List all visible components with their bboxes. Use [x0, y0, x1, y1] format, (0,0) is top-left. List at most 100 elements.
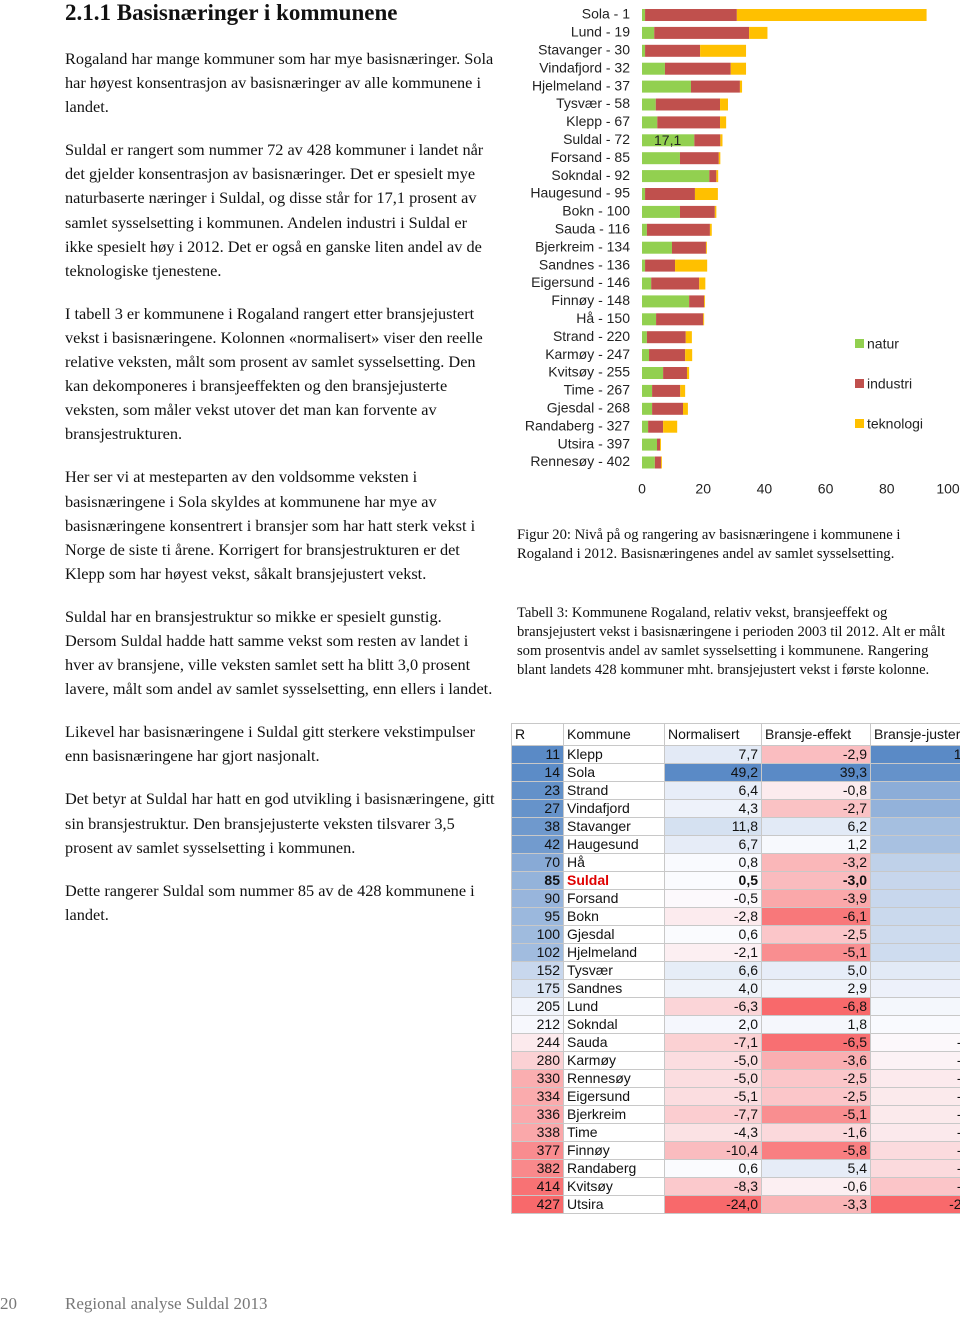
value-cell: -3,0	[761, 871, 871, 890]
municipality-cell: Klepp	[563, 745, 665, 764]
value-cell: 5,5	[870, 835, 960, 854]
bar-segment	[642, 170, 710, 183]
bar-segment	[660, 438, 661, 451]
bar-segment	[642, 9, 646, 21]
value-cell: 334	[511, 1087, 564, 1106]
value-cell: 336	[511, 1105, 564, 1124]
bar-segment	[705, 241, 707, 254]
value-cell: -2,5	[870, 1069, 960, 1088]
paragraph: I tabell 3 er kommunene i Rogaland range…	[65, 303, 483, 444]
y-tick-label: Tysvær - 58	[556, 95, 630, 111]
value-cell: 6,9	[870, 799, 960, 818]
value-cell: 3,1	[870, 925, 960, 944]
value-cell: -2,5	[761, 1069, 871, 1088]
value-cell: -2,1	[664, 943, 762, 962]
value-cell: 5,7	[870, 817, 960, 836]
value-cell: 7,7	[664, 745, 762, 764]
municipality-cell: Kvitsøy	[563, 1177, 665, 1196]
data-label: 17,1	[654, 132, 681, 148]
value-cell: -6,5	[761, 1033, 871, 1052]
municipality-cell: Haugesund	[563, 835, 665, 854]
bar-segment	[652, 402, 684, 415]
value-cell: 39,3	[761, 763, 871, 782]
bar-segment	[642, 62, 665, 75]
value-cell: -0,5	[664, 889, 762, 908]
x-tick-label: 20	[695, 481, 711, 497]
bar-segment	[648, 420, 664, 433]
legend-swatch	[855, 339, 864, 348]
municipality-cell: Suldal	[563, 871, 665, 890]
bar-segment	[654, 26, 750, 39]
value-cell: -0,5	[870, 1033, 960, 1052]
value-cell: 6,6	[664, 961, 762, 980]
value-cell: -1,6	[761, 1123, 871, 1142]
bar-segment	[642, 98, 656, 111]
value-cell: -3,2	[761, 853, 871, 872]
y-tick-label: Haugesund - 95	[530, 185, 630, 201]
value-cell: 85	[511, 871, 564, 890]
value-cell: -7,7	[870, 1177, 960, 1196]
value-cell: 4,0	[664, 979, 762, 998]
value-cell: 4,3	[664, 799, 762, 818]
value-cell: -4,3	[664, 1123, 762, 1142]
value-cell: 0,6	[664, 925, 762, 944]
bar-segment	[685, 349, 693, 362]
bar-segment	[699, 277, 706, 290]
legend-label: teknologi	[867, 416, 923, 432]
legend-swatch	[855, 379, 864, 388]
paragraph: Suldal er rangert som nummer 72 av 428 k…	[65, 140, 484, 280]
y-tick-label: Hjelmeland - 37	[532, 77, 630, 93]
municipality-cell: Karmøy	[563, 1051, 665, 1070]
value-cell: 0,6	[664, 1159, 762, 1178]
value-cell: 100	[511, 925, 564, 944]
value-cell: -5,1	[761, 1105, 871, 1124]
value-cell: 0,5	[870, 997, 960, 1016]
bar-segment	[654, 456, 661, 469]
bar-segment	[716, 170, 719, 183]
bar-segment	[720, 116, 727, 129]
bar-segment	[730, 62, 747, 75]
data-table: R Kommune Normalisert Bransje-effekt Bransje…	[511, 723, 960, 1214]
paragraph: Her ser vi at mesteparten av den voldsom…	[65, 467, 476, 583]
municipality-cell: Sola	[563, 763, 665, 782]
table-body: 11Klepp7,7-2,910,614Sola49,239,39,923Str…	[511, 745, 960, 1214]
municipality-cell: Utsira	[563, 1195, 665, 1214]
value-cell: 14	[511, 763, 564, 782]
value-cell: 1,2	[761, 835, 871, 854]
bar-segment	[703, 313, 705, 326]
value-cell: 427	[511, 1195, 564, 1214]
bar-segment	[663, 420, 678, 433]
bar-segment	[655, 98, 721, 111]
y-tick-label: Eigersund - 146	[531, 274, 630, 290]
y-tick-label: Sokndal - 92	[551, 167, 630, 183]
y-tick-label: Karmøy - 247	[545, 346, 630, 362]
bar-segment	[700, 44, 747, 57]
value-cell: -5,1	[664, 1087, 762, 1106]
bar-segment	[642, 456, 655, 469]
bar-segment	[680, 384, 686, 397]
value-cell: -5,1	[761, 943, 871, 962]
value-cell: 3,5	[870, 871, 960, 890]
y-tick-label: Lund - 19	[571, 24, 630, 40]
bar-segment	[660, 456, 662, 469]
value-cell: -3,3	[761, 1195, 871, 1214]
value-cell: 1,7	[870, 961, 960, 980]
y-tick-label: Finnøy - 148	[551, 292, 630, 308]
municipality-cell: Strand	[563, 781, 665, 800]
bar-segment	[642, 152, 680, 165]
bar-segment	[686, 367, 690, 379]
bar-segment	[679, 152, 719, 165]
page-number: 20	[0, 1294, 17, 1313]
